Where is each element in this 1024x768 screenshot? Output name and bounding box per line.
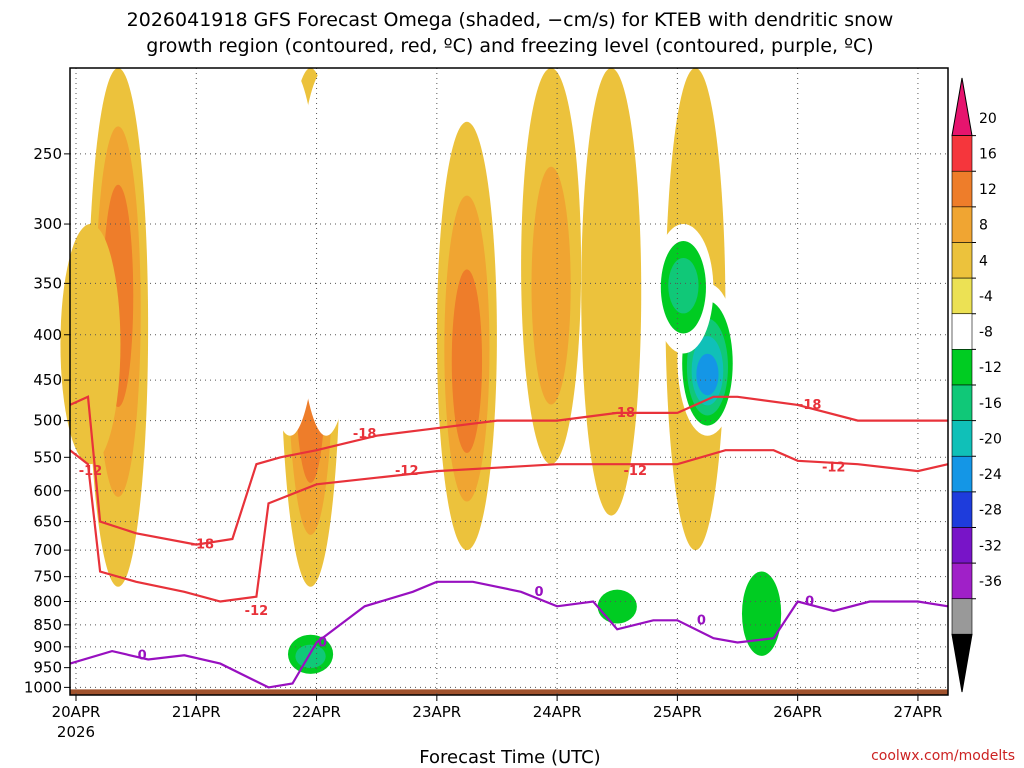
y-tick-label: 400 xyxy=(33,326,62,344)
title-line-1: 2026041918 GFS Forecast Omega (shaded, −… xyxy=(127,9,894,31)
colorbar-label: 12 xyxy=(979,182,997,198)
y-tick-label: 450 xyxy=(33,371,62,389)
y-tick-label: 950 xyxy=(33,659,62,677)
y-tick-label: 600 xyxy=(33,482,62,500)
colorbar-label: 16 xyxy=(979,146,997,162)
contour-label: 0 xyxy=(805,595,814,610)
omega-shading xyxy=(531,166,571,405)
contour-label: -12 xyxy=(395,464,419,479)
contour-label: -18 xyxy=(798,398,822,413)
colorbar-label: -36 xyxy=(979,574,1002,590)
colorbar-swatch xyxy=(951,384,973,421)
y-tick-label: 900 xyxy=(33,638,62,656)
x-tick-label: 27APR xyxy=(894,703,943,721)
credit-link[interactable]: coolwx.com/modelts xyxy=(871,748,1015,764)
chart-title: 2026041918 GFS Forecast Omega (shaded, −… xyxy=(127,9,894,57)
y-tick-label: 500 xyxy=(33,412,62,430)
colorbar-swatch xyxy=(951,277,973,315)
y-tick-label: 1000 xyxy=(24,678,62,696)
axes: 250 300 350 400 450 500 550 600 650 700 750 800 850 9… xyxy=(24,67,949,741)
omega-shading xyxy=(295,644,326,669)
title-line-2: growth region (contoured, red, ºC) and f… xyxy=(146,35,873,57)
colorbar-swatch xyxy=(951,420,973,457)
contour-label: -12 xyxy=(245,604,269,619)
colorbar-label: 8 xyxy=(979,218,988,234)
colorbar-swatch xyxy=(951,633,973,693)
colorbar-swatch xyxy=(951,77,973,137)
contour-line xyxy=(69,449,949,603)
contour-label: -18 xyxy=(191,538,215,553)
omega-shading xyxy=(597,589,637,624)
omega-shading xyxy=(296,68,357,436)
y-tick-label: 700 xyxy=(33,541,62,559)
contour-label: -18 xyxy=(612,406,636,421)
contour-label: -18 xyxy=(353,427,377,442)
contour-label: 0 xyxy=(138,648,147,663)
colorbar: 20 16 12 8 4 -4 -8 -12 -16 -20 -24 -28 -32 -36 xyxy=(951,77,1002,693)
colorbar-swatch xyxy=(951,491,973,528)
contour-label: 0 xyxy=(535,585,544,600)
x-tick-label: 24APR xyxy=(533,703,582,721)
contour-layer: -18 -18 -18 -18 -12 -12 -12 -12 -12 0 0 0 0 0 xyxy=(69,395,949,689)
colorbar-label: 20 xyxy=(979,111,997,127)
colorbar-label: -16 xyxy=(979,396,1002,412)
contour-label: -12 xyxy=(822,461,846,476)
plot-background xyxy=(70,68,948,695)
omega-shading xyxy=(668,257,699,314)
y-tick-label: 350 xyxy=(33,274,62,292)
x-tick-label: 26APR xyxy=(773,703,822,721)
plot-frame xyxy=(69,67,949,696)
colorbar-label: 4 xyxy=(979,253,988,269)
x-tick-label: 25APR xyxy=(653,703,702,721)
omega-shading xyxy=(581,68,642,516)
x-tick-label: 20APR xyxy=(52,703,101,721)
colorbar-swatch xyxy=(951,598,973,635)
y-tick-label: 850 xyxy=(33,616,62,634)
colorbar-swatch xyxy=(951,242,973,279)
colorbar-label: -20 xyxy=(979,431,1002,447)
colorbar-swatch xyxy=(951,206,973,243)
omega-shading xyxy=(60,224,121,465)
colorbar-swatch xyxy=(951,562,973,600)
plot-area xyxy=(60,67,948,695)
colorbar-label: -4 xyxy=(979,289,993,305)
colorbar-label: -12 xyxy=(979,360,1002,376)
x-axis-label: Forecast Time (UTC) xyxy=(419,747,600,768)
x-tick-label: 23APR xyxy=(412,703,461,721)
x-tick-label: 21APR xyxy=(172,703,221,721)
contour-line xyxy=(69,580,949,689)
contour-label: -12 xyxy=(624,464,648,479)
colorbar-label: -24 xyxy=(979,467,1002,483)
y-tick-label: 800 xyxy=(33,593,62,611)
colorbar-swatch xyxy=(951,455,973,493)
colorbar-label: -32 xyxy=(979,538,1002,554)
x-year-label: 2026 xyxy=(57,723,95,741)
contour-label: 0 xyxy=(697,613,706,628)
colorbar-swatch xyxy=(951,135,973,172)
omega-shading xyxy=(741,571,782,656)
y-tick-label: 650 xyxy=(33,513,62,531)
omega-shading xyxy=(696,353,719,396)
colorbar-label: -28 xyxy=(979,503,1002,519)
omega-shading xyxy=(451,269,483,453)
colorbar-label: -8 xyxy=(979,325,993,341)
colorbar-swatch xyxy=(951,349,973,386)
contour-label: 0 xyxy=(318,636,327,651)
y-tick-label: 750 xyxy=(33,568,62,586)
y-tick-label: 250 xyxy=(33,145,62,163)
contour-label: -12 xyxy=(79,464,103,479)
ground-surface xyxy=(70,689,948,695)
colorbar-swatch xyxy=(951,313,973,350)
contour-line xyxy=(69,395,948,546)
colorbar-swatch xyxy=(951,170,973,208)
colorbar-swatch xyxy=(951,527,973,564)
x-tick-label: 22APR xyxy=(292,703,341,721)
y-tick-label: 550 xyxy=(33,448,62,466)
y-tick-label: 300 xyxy=(33,215,62,233)
